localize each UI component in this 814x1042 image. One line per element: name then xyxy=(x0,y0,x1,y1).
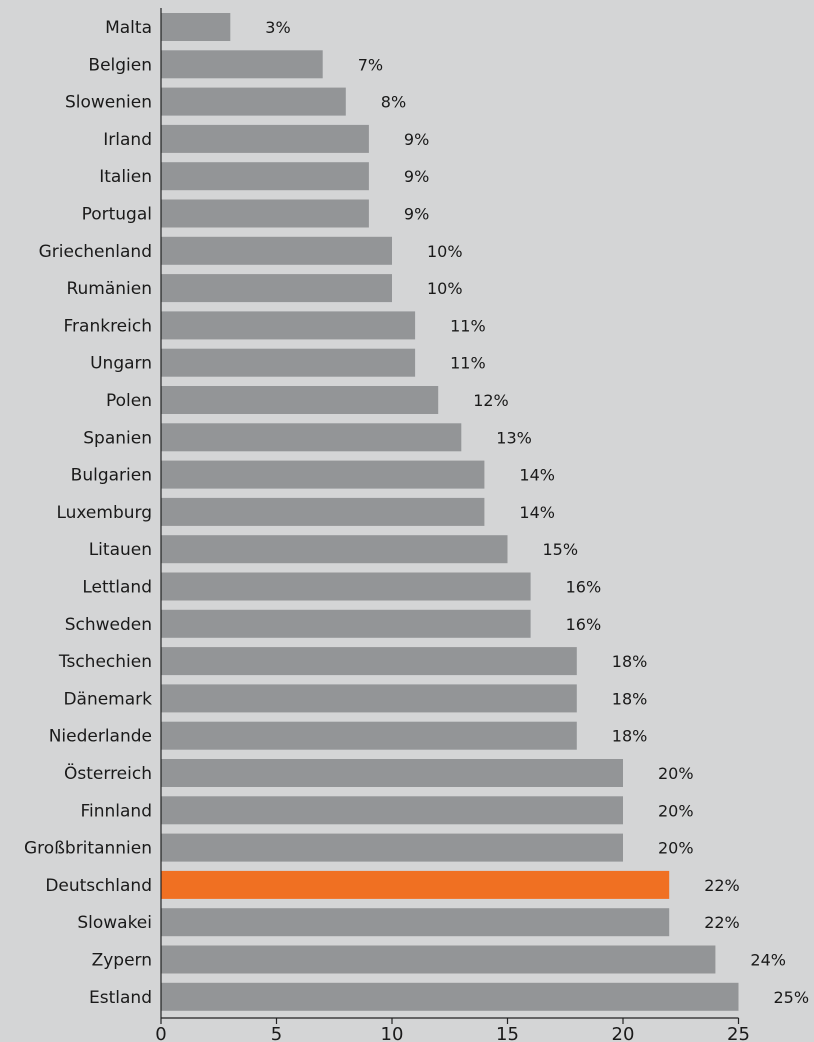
x-tick-label: 5 xyxy=(271,1024,282,1042)
value-label: 3% xyxy=(265,18,290,37)
bar xyxy=(161,460,485,489)
bar xyxy=(161,647,577,676)
bar xyxy=(161,386,439,414)
value-label: 13% xyxy=(496,428,532,447)
category-label: Rumänien xyxy=(66,279,152,299)
value-label: 14% xyxy=(519,503,555,522)
bar xyxy=(161,162,369,191)
category-label: Irland xyxy=(103,130,152,150)
bar xyxy=(161,945,716,974)
value-label: 10% xyxy=(427,279,463,298)
bar xyxy=(161,348,416,377)
category-label: Polen xyxy=(106,391,152,411)
value-label: 18% xyxy=(612,652,648,671)
category-labels-group: Malta Belgien Slowenien Irland Italien Portug… xyxy=(24,18,152,1008)
category-label: Ungarn xyxy=(90,354,152,374)
category-label: Estland xyxy=(89,988,152,1008)
bar xyxy=(161,311,416,340)
value-labels-group: 3% 7% 8% 9% 9% 9% 10% 10% 11% 11% 12% 13% 14% 14% 15% 1… xyxy=(265,18,809,1007)
category-label: Zypern xyxy=(92,951,152,971)
value-label: 9% xyxy=(404,205,429,224)
value-label: 9% xyxy=(404,167,429,186)
category-label: Deutschland xyxy=(45,876,152,896)
x-tick-label: 10 xyxy=(381,1024,404,1042)
category-label: Griechenland xyxy=(39,242,152,262)
bar xyxy=(161,833,623,862)
category-label: Österreich xyxy=(64,762,152,784)
bar xyxy=(161,609,531,638)
bar xyxy=(161,87,346,116)
bar xyxy=(161,796,623,825)
value-label: 16% xyxy=(566,578,602,597)
bar xyxy=(161,572,531,601)
value-label: 22% xyxy=(704,913,740,932)
bar xyxy=(161,982,739,1011)
axes-group: 0 5 10 15 20 25 xyxy=(155,8,750,1042)
category-label: Spanien xyxy=(83,428,152,448)
bars-group xyxy=(161,13,739,1011)
category-label: Frankreich xyxy=(64,316,153,336)
value-label: 10% xyxy=(427,242,463,261)
category-label: Litauen xyxy=(89,540,152,560)
bar xyxy=(161,423,462,452)
value-label: 20% xyxy=(658,801,694,820)
value-label: 14% xyxy=(519,466,555,485)
bar xyxy=(161,50,323,79)
category-label: Italien xyxy=(99,167,152,187)
category-label: Dänemark xyxy=(63,689,152,709)
category-label: Großbritannien xyxy=(24,839,152,859)
value-label: 8% xyxy=(381,93,406,112)
bar xyxy=(161,199,369,228)
value-label: 18% xyxy=(612,689,648,708)
category-label: Tschechien xyxy=(58,652,152,672)
x-tick-label: 25 xyxy=(727,1024,750,1042)
bar xyxy=(161,908,670,937)
value-label: 20% xyxy=(658,839,694,858)
value-label: 12% xyxy=(473,391,509,410)
value-label: 15% xyxy=(543,540,579,559)
category-label: Portugal xyxy=(82,205,152,225)
bar xyxy=(161,759,623,787)
bar xyxy=(161,497,485,526)
category-label: Bulgarien xyxy=(71,466,152,486)
bar xyxy=(161,274,392,303)
category-label: Belgien xyxy=(88,55,152,75)
category-label: Lettland xyxy=(82,578,152,598)
category-label: Finnland xyxy=(80,801,152,821)
category-label: Slowenien xyxy=(65,93,152,113)
bar xyxy=(161,13,231,41)
category-label: Niederlande xyxy=(49,727,152,747)
category-label: Slowakei xyxy=(77,913,152,933)
category-label: Schweden xyxy=(65,615,152,635)
bar xyxy=(161,236,392,265)
bar xyxy=(161,124,369,153)
value-label: 18% xyxy=(612,727,648,746)
value-label: 11% xyxy=(450,354,486,373)
x-tick-label: 0 xyxy=(155,1024,166,1042)
value-label: 7% xyxy=(358,55,383,74)
value-label: 20% xyxy=(658,764,694,783)
value-label: 9% xyxy=(404,130,429,149)
value-label: 22% xyxy=(704,876,740,895)
x-tick-label: 15 xyxy=(496,1024,519,1042)
value-label: 16% xyxy=(566,615,602,634)
x-tick-label: 20 xyxy=(612,1024,635,1042)
category-label: Malta xyxy=(105,18,152,38)
value-label: 24% xyxy=(750,951,786,970)
bar xyxy=(161,721,577,750)
value-label: 25% xyxy=(774,988,810,1007)
category-label: Luxemburg xyxy=(56,503,152,523)
bar-highlight xyxy=(161,870,670,899)
bar xyxy=(161,535,508,564)
value-label: 11% xyxy=(450,316,486,335)
bar xyxy=(161,684,577,713)
